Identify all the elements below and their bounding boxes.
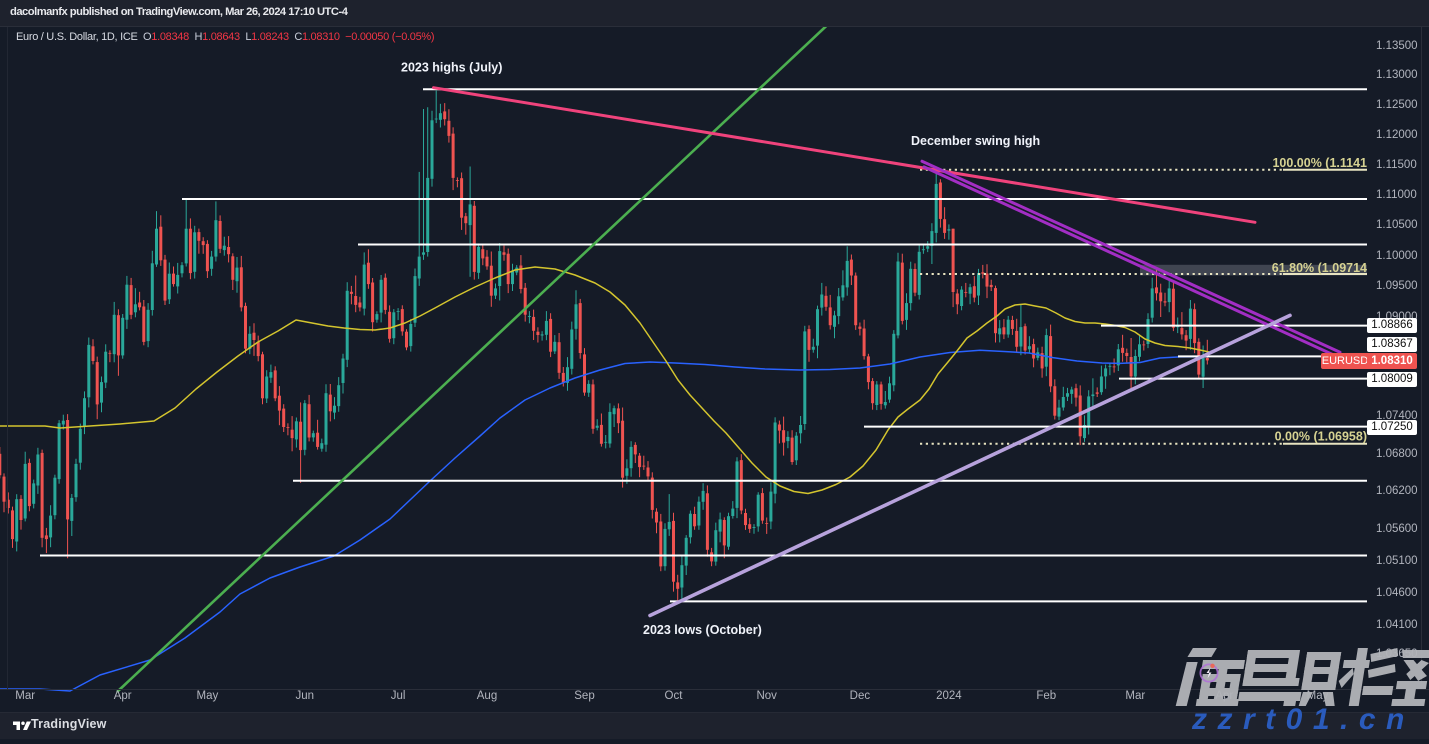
svg-text:2023 highs (July): 2023 highs (July) [401, 61, 502, 75]
svg-text:0.00% (1.06958): 0.00% (1.06958) [1275, 429, 1367, 443]
svg-text:2023 lows (October): 2023 lows (October) [643, 623, 762, 637]
svg-text:100.00% (1.1141: 100.00% (1.1141 [1272, 156, 1367, 170]
svg-text:December swing high: December swing high [911, 134, 1040, 148]
svg-text:61.80% (1.09714: 61.80% (1.09714 [1272, 261, 1367, 275]
